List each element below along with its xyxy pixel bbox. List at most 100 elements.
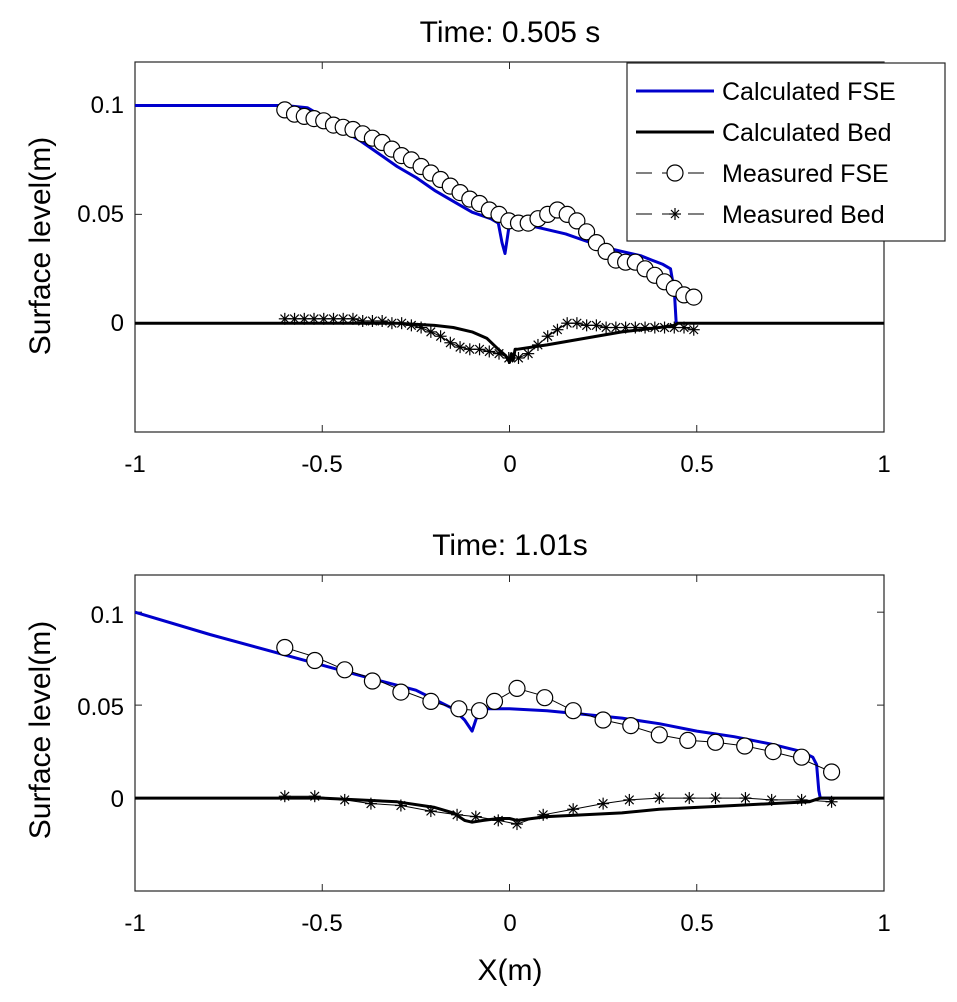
measured-bed-marker [531,338,544,351]
measured-bed-marker [623,793,636,806]
measured-bed-marker [683,792,696,805]
measured-bed-marker [394,799,407,812]
legend-label-measured-fse: Measured FSE [722,160,889,188]
series-line-calculated-bed [135,321,884,364]
top-y-axis-label: Surface level(m) [24,137,57,355]
top-y-tick-label: 0.1 [91,92,124,119]
measured-bed-marker [678,321,691,334]
measured-bed-marker [346,312,359,325]
measured-fse-marker [736,737,754,755]
bottom-chart-title: Time: 1.01s [432,529,588,562]
measured-bed-marker [308,312,321,325]
measured-fse-marker [508,679,526,698]
measured-bed-marker [522,347,535,360]
measured-bed-marker [444,336,457,349]
measured-bed-marker [765,793,778,806]
measured-fse-marker [792,748,811,766]
bottom-x-tick-label: 0 [503,910,516,937]
measured-bed-marker [639,321,652,334]
measured-fse-marker [685,288,703,306]
top-x-tick-label: 0.5 [680,451,713,478]
measured-fse-marker [363,672,381,690]
top-x-tick-label: 1 [877,451,890,478]
measured-bed-marker [512,352,525,364]
measured-bed-marker [597,797,610,810]
measured-fse-marker [764,742,782,761]
measured-bed-marker [483,345,496,358]
top-series-layer [134,62,885,432]
measured-fse-marker [622,716,640,735]
measured-fse-marker [485,692,504,711]
measured-bed-marker [415,321,428,334]
measured-bed-marker [278,790,291,803]
measured-bed-marker [537,808,550,821]
measured-fse-marker [650,726,668,744]
legend-label-measured-bed: Measured Bed [722,201,885,229]
measured-bed-marker [405,319,418,332]
bottom-y-tick-label: 0.05 [77,694,124,721]
measured-fse-marker [706,733,725,751]
measured-bed-marker [473,343,486,356]
top-x-tick-label: -0.5 [301,451,342,478]
measured-bed-marker [510,818,523,831]
measured-fse-marker [568,212,586,230]
top-y-tick-label: 0.05 [77,201,124,228]
measured-bed-marker [469,810,482,823]
measured-bed-marker [454,341,467,354]
measured-fse-marker [276,638,294,657]
measured-bed-marker [551,323,564,336]
legend-label-calculated-fse: Calculated FSE [722,78,896,106]
measured-bed-marker [424,805,437,818]
measured-bed-marker [653,792,666,805]
measured-fse-marker [679,731,697,750]
bottom-x-tick-label: -0.5 [301,910,342,937]
bottom-panel: Time: 1.01s Surface level(m) 0 0.05 0.1 … [24,529,891,987]
bottom-y-axis-label: Surface level(m) [24,621,57,839]
measured-fse-marker [336,661,354,679]
measured-bed-marker [567,803,580,816]
measured-bed-marker [492,814,505,827]
measured-bed-marker [308,790,321,803]
measured-bed-marker [434,330,447,343]
legend-marker-measured-fse [666,164,684,182]
measured-bed-marker [590,319,603,332]
legend-marker-measured-bed [669,208,681,220]
measured-fse-marker [450,700,468,718]
top-chart-title: Time: 0.505 s [420,16,601,49]
measured-fse-marker [822,763,841,781]
bottom-x-tick-label: 0.5 [680,910,713,937]
measured-bed-marker [658,321,671,334]
bottom-x-tick-label: -1 [124,910,145,937]
measured-bed-marker [424,325,437,338]
measured-fse-marker [470,702,489,720]
measured-bed-marker [338,793,351,806]
measured-fse-marker [392,683,410,701]
measured-fse-marker [422,692,440,711]
measured-fse-marker [594,711,612,729]
measured-fse-marker [306,651,324,670]
bottom-axes-box [134,574,885,892]
bottom-x-tick-label: 1 [877,910,890,937]
legend: Calculated FSE Calculated Bed Measured F… [626,62,946,242]
bottom-y-ticks: 0 0.05 0.1 [77,602,124,813]
top-y-tick-label: 0 [111,310,124,337]
measured-bed-marker [541,330,554,343]
measured-bed-marker [825,795,838,808]
measured-bed-marker [493,347,506,360]
top-x-tick-label: 0 [503,451,516,478]
measured-bed-marker [795,793,808,806]
series-line-calculated-fse [134,610,832,800]
bottom-y-tick-label: 0 [111,786,124,813]
bottom-x-ticks: -1 -0.5 0 0.5 1 [124,910,890,937]
measured-bed-marker [580,319,593,332]
top-y-ticks: 0 0.05 0.1 [77,92,124,337]
legend-box [626,62,946,242]
top-x-ticks: -1 -0.5 0 0.5 1 [124,451,890,478]
legend-label-calculated-bed: Calculated Bed [722,119,892,147]
measured-bed-marker [376,315,389,327]
measured-bed-marker [364,797,377,810]
measured-fse-marker [577,223,596,241]
measured-bed-marker [739,792,752,805]
bottom-y-tick-label: 0.1 [91,602,124,629]
